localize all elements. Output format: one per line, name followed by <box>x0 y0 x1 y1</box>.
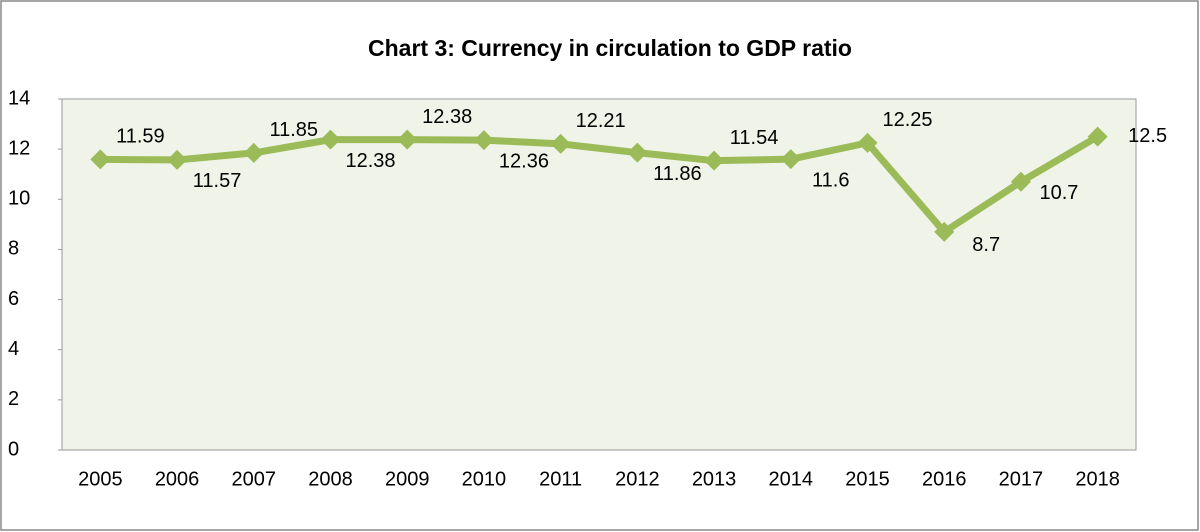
data-label: 11.57 <box>193 170 242 192</box>
chart-layer: 0 2 4 6 8 10 12 14 2005 2006 2007 2008 2009 2010 2011 2… <box>8 87 1167 490</box>
data-point <box>780 149 801 170</box>
data-label: 12.38 <box>345 150 395 172</box>
data-label: 11.59 <box>116 126 165 148</box>
data-point <box>934 221 955 242</box>
data-label: 12.36 <box>499 150 549 172</box>
data-point <box>627 142 648 163</box>
data-point <box>857 132 878 153</box>
y-tick-label: 0 <box>8 438 19 460</box>
x-tick-label: 2011 <box>539 468 582 490</box>
data-point <box>704 150 725 171</box>
x-tick-label: 2014 <box>769 468 814 490</box>
chart-title: Chart 3: Currency in circulation to GDP … <box>368 35 852 61</box>
x-tick-label: 2015 <box>845 468 890 490</box>
y-tick-label: 10 <box>8 188 30 210</box>
data-point <box>397 129 418 150</box>
x-tick-label: 2008 <box>308 468 353 490</box>
x-tick-label: 2013 <box>692 468 737 490</box>
data-point <box>320 129 341 150</box>
data-line <box>100 133 1100 236</box>
data-label: 11.6 <box>812 169 849 191</box>
x-tick-label: 2009 <box>385 468 430 490</box>
x-tick-label: 2017 <box>999 468 1044 490</box>
x-tick-label: 2012 <box>615 468 660 490</box>
data-label: 11.54 <box>730 127 779 149</box>
data-label: 11.85 <box>269 119 318 141</box>
y-tick-label: 12 <box>8 137 30 159</box>
data-point <box>90 149 111 170</box>
x-tick-label: 2007 <box>232 468 277 490</box>
data-point <box>167 149 188 170</box>
y-tick-label: 2 <box>8 388 19 410</box>
x-tick-label: 2006 <box>155 468 200 490</box>
data-label: 8.7 <box>972 234 1000 256</box>
x-tick-label: 2010 <box>462 468 507 490</box>
data-label: 12.21 <box>576 110 626 132</box>
x-tick-label: 2018 <box>1075 468 1120 490</box>
y-tick-label: 8 <box>8 238 19 260</box>
data-label: 12.38 <box>422 106 472 128</box>
data-label: 12.5 <box>1128 125 1167 147</box>
y-tick-label: 4 <box>8 338 19 360</box>
x-tick-label: 2005 <box>78 468 123 490</box>
data-label: 11.86 <box>653 163 702 185</box>
data-label: 12.25 <box>882 109 932 131</box>
data-point <box>1010 171 1031 192</box>
data-label: 10.7 <box>1039 182 1078 204</box>
data-point <box>550 133 571 154</box>
y-tick-label: 14 <box>8 87 30 109</box>
x-tick-label: 2016 <box>922 468 967 490</box>
y-tick-label: 6 <box>8 288 19 310</box>
data-point <box>243 142 264 163</box>
data-point <box>473 130 494 151</box>
data-point <box>1087 126 1108 147</box>
